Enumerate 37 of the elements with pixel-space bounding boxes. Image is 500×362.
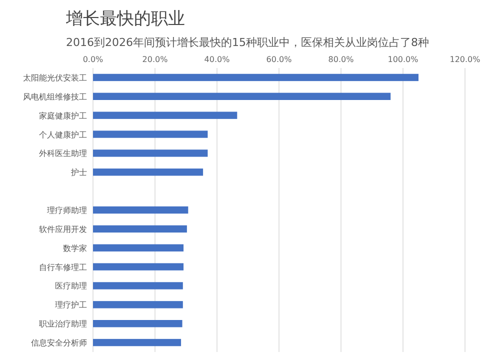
bar <box>93 338 182 346</box>
bar <box>93 225 187 233</box>
x-tick-label: 20.0% <box>142 55 168 64</box>
y-tick-label: 理疗师助理 <box>47 206 87 215</box>
bar <box>93 168 204 176</box>
y-tick-label: 自行车修理工 <box>39 262 87 272</box>
y-tick-label: 职业治疗助理 <box>39 320 87 329</box>
bar <box>93 92 391 100</box>
bar <box>93 301 183 308</box>
y-tick-label: 护士 <box>70 168 87 178</box>
bar <box>93 130 208 138</box>
y-tick-label: 个人健康护工 <box>39 130 87 140</box>
x-tick-label: 100.0% <box>388 55 419 64</box>
bar <box>93 150 208 157</box>
y-tick-label: 医疗助理 <box>55 282 87 291</box>
bar <box>93 282 183 290</box>
y-tick-label: 理疗护工 <box>55 300 87 310</box>
bar <box>93 74 418 82</box>
y-tick-label: 风电机组维修技工 <box>23 92 87 102</box>
bar <box>93 320 182 328</box>
x-tick-label: 40.0% <box>204 55 230 64</box>
chart-title: 增长最快的职业 <box>65 9 185 29</box>
y-tick-label: 太阳能光伏安装工 <box>23 73 87 82</box>
y-tick-label: 家庭健康护工 <box>39 111 87 120</box>
chart-subtitle: 2016到2026年间预计增长最快的15种职业中，医保相关从业岗位占了8种 <box>66 36 429 49</box>
bar <box>93 244 184 252</box>
y-tick-label: 软件应用开发 <box>39 224 87 234</box>
bar <box>93 206 188 214</box>
x-tick-label: 0.0% <box>82 55 104 64</box>
x-tick-label: 60.0% <box>266 55 292 64</box>
y-tick-label: 信息安全分析师 <box>31 338 87 348</box>
bar <box>93 263 184 270</box>
y-tick-label: 外科医生助理 <box>39 149 87 158</box>
y-tick-label: 数学家 <box>63 244 87 253</box>
x-tick-label: 120.0% <box>450 55 481 64</box>
x-tick-label: 80.0% <box>328 55 354 64</box>
bar <box>93 112 238 119</box>
